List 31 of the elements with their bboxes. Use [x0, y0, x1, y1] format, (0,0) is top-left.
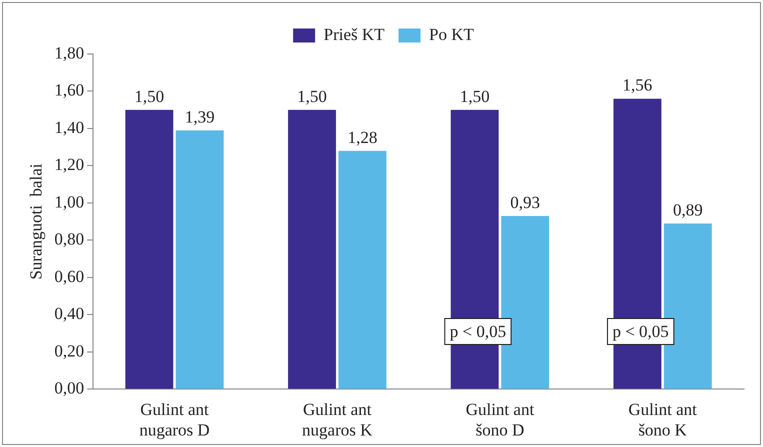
legend-label: Po KT	[429, 24, 475, 44]
data-label: 1,50	[460, 86, 490, 106]
y-tick-label: 0,40	[54, 304, 84, 324]
y-tick-label: 1,40	[54, 118, 84, 137]
data-label: 0,93	[510, 192, 540, 212]
y-tick-label: 0,00	[54, 378, 84, 398]
y-tick-label: 0,80	[54, 230, 84, 249]
data-label: 1,39	[184, 107, 215, 126]
data-label: 1,50	[297, 86, 327, 106]
y-axis-title: Suranguoti balai	[26, 163, 46, 280]
y-tick-label: 1,60	[54, 80, 84, 100]
data-label: 0,89	[672, 200, 703, 220]
x-tick-label: Gulint ant nugaros K	[302, 400, 374, 440]
bar	[176, 130, 224, 389]
bar	[288, 110, 336, 389]
annotation: p < 0,05	[450, 322, 506, 341]
annotation: p < 0,05	[612, 322, 669, 341]
x-tick-label: Gulint ant šono D	[466, 400, 534, 440]
y-tick-label: 0,20	[54, 341, 84, 360]
y-tick-label: 1,00	[54, 192, 84, 212]
y-tick-label: 1,80	[54, 43, 84, 62]
data-label: 1,50	[134, 86, 164, 106]
y-tick-label: 0,60	[54, 266, 84, 286]
legend-label: Prieš KT	[324, 24, 386, 44]
x-tick-label: Gulint ant nugaros D	[139, 400, 210, 440]
bar	[125, 110, 174, 389]
x-tick-label: Gulint ant šono K	[628, 400, 698, 440]
y-tick-label: 1,20	[54, 155, 84, 174]
data-label: 1,28	[348, 128, 378, 147]
data-label: 1,56	[622, 76, 652, 95]
bar	[338, 150, 386, 389]
